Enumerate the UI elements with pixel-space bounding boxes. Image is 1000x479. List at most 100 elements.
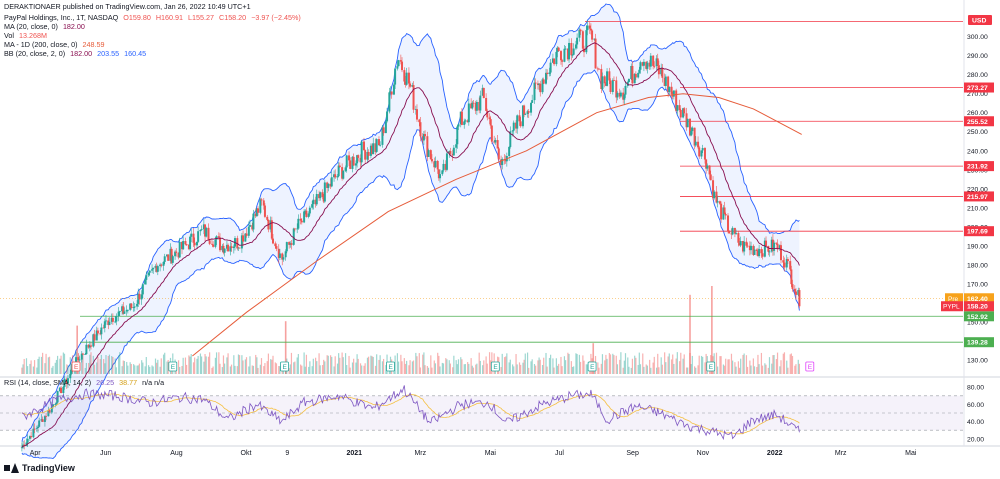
ma200-line[interactable] — [192, 93, 802, 357]
candle-body[interactable] — [755, 249, 758, 252]
candle-body[interactable] — [653, 65, 656, 67]
ma20-line[interactable] — [21, 42, 800, 448]
candle-body[interactable] — [756, 251, 759, 257]
candle-body[interactable] — [136, 303, 139, 307]
candle-body[interactable] — [771, 239, 774, 251]
candle-body[interactable] — [727, 215, 730, 232]
candle-body[interactable] — [765, 240, 768, 247]
candle-body[interactable] — [66, 378, 69, 384]
candle-body[interactable] — [442, 163, 445, 171]
candle-body[interactable] — [486, 110, 489, 118]
candle-body[interactable] — [360, 141, 363, 163]
candle-body[interactable] — [377, 139, 380, 146]
candle-body[interactable] — [583, 48, 586, 53]
candle-body[interactable] — [720, 203, 723, 220]
candle-body[interactable] — [471, 102, 474, 109]
candle-body[interactable] — [195, 241, 198, 246]
candle-body[interactable] — [452, 147, 455, 156]
candle-body[interactable] — [546, 72, 549, 74]
candle-body[interactable] — [585, 30, 588, 53]
earnings-marker[interactable] — [805, 361, 815, 372]
candle-body[interactable] — [242, 235, 245, 242]
candle-body[interactable] — [500, 159, 503, 165]
candle-body[interactable] — [32, 428, 35, 438]
candle-body[interactable] — [444, 163, 447, 170]
candle-body[interactable] — [193, 242, 196, 246]
candle-body[interactable] — [192, 233, 195, 243]
candle-body[interactable] — [51, 404, 54, 407]
candle-body[interactable] — [638, 69, 641, 73]
earnings-marker[interactable] — [280, 361, 289, 372]
candle-body[interactable] — [58, 387, 61, 392]
candle-body[interactable] — [538, 83, 541, 86]
candle-body[interactable] — [618, 92, 621, 97]
candle-body[interactable] — [671, 94, 674, 97]
candle-body[interactable] — [174, 251, 177, 257]
candle-body[interactable] — [185, 244, 188, 246]
candle-body[interactable] — [388, 92, 391, 112]
candle-body[interactable] — [293, 228, 296, 230]
candle-body[interactable] — [571, 54, 574, 56]
candle-body[interactable] — [30, 436, 33, 438]
candle-body[interactable] — [221, 245, 224, 251]
candle-body[interactable] — [118, 311, 121, 313]
candle-body[interactable] — [490, 125, 493, 142]
candle-body[interactable] — [170, 248, 173, 263]
candle-body[interactable] — [35, 427, 38, 429]
candle-body[interactable] — [634, 73, 637, 78]
candle-body[interactable] — [683, 108, 686, 114]
candle-body[interactable] — [685, 113, 688, 128]
candle-body[interactable] — [741, 240, 744, 252]
candle-body[interactable] — [424, 134, 427, 137]
candle-body[interactable] — [227, 244, 230, 252]
candle-body[interactable] — [619, 92, 622, 97]
candle-body[interactable] — [539, 83, 542, 93]
candle-body[interactable] — [87, 344, 90, 348]
bb-legend[interactable]: BB (20, close, 2, 0) 182.00 203.55 160.4… — [4, 49, 149, 58]
candle-body[interactable] — [125, 309, 128, 312]
candle-body[interactable] — [414, 109, 417, 110]
candle-body[interactable] — [693, 127, 696, 146]
candle-body[interactable] — [369, 145, 372, 156]
candle-body[interactable] — [274, 243, 277, 247]
candle-body[interactable] — [667, 76, 670, 93]
candle-body[interactable] — [516, 115, 519, 129]
candle-body[interactable] — [690, 131, 693, 136]
candle-body[interactable] — [140, 294, 143, 300]
candle-body[interactable] — [219, 237, 222, 251]
candle-body[interactable] — [566, 48, 569, 60]
candle-body[interactable] — [330, 177, 333, 187]
candle-body[interactable] — [563, 48, 566, 62]
candle-body[interactable] — [586, 25, 589, 31]
candle-body[interactable] — [778, 245, 781, 250]
candle-body[interactable] — [451, 153, 454, 156]
candle-body[interactable] — [396, 66, 399, 69]
candle-body[interactable] — [668, 86, 671, 93]
candle-body[interactable] — [238, 247, 241, 249]
candle-body[interactable] — [511, 130, 514, 132]
candle-body[interactable] — [333, 174, 336, 178]
candle-body[interactable] — [117, 311, 120, 316]
candle-body[interactable] — [37, 426, 40, 428]
candle-body[interactable] — [26, 438, 29, 443]
candle-body[interactable] — [90, 345, 93, 347]
candle-body[interactable] — [133, 306, 136, 308]
candle-body[interactable] — [752, 245, 755, 255]
candle-body[interactable] — [657, 65, 660, 75]
candle-body[interactable] — [407, 72, 410, 84]
candle-body[interactable] — [107, 320, 110, 326]
candle-body[interactable] — [519, 121, 522, 127]
candle-body[interactable] — [41, 419, 44, 422]
candle-body[interactable] — [215, 236, 218, 240]
candle-body[interactable] — [481, 87, 484, 96]
candle-body[interactable] — [163, 256, 166, 262]
candle-body[interactable] — [456, 126, 459, 145]
candle-body[interactable] — [581, 31, 584, 49]
candle-body[interactable] — [45, 416, 48, 417]
candle-body[interactable] — [743, 241, 746, 252]
candle-body[interactable] — [760, 249, 763, 254]
candle-body[interactable] — [504, 159, 507, 162]
candle-body[interactable] — [694, 141, 697, 146]
candle-body[interactable] — [678, 105, 681, 111]
candle-body[interactable] — [705, 159, 708, 169]
